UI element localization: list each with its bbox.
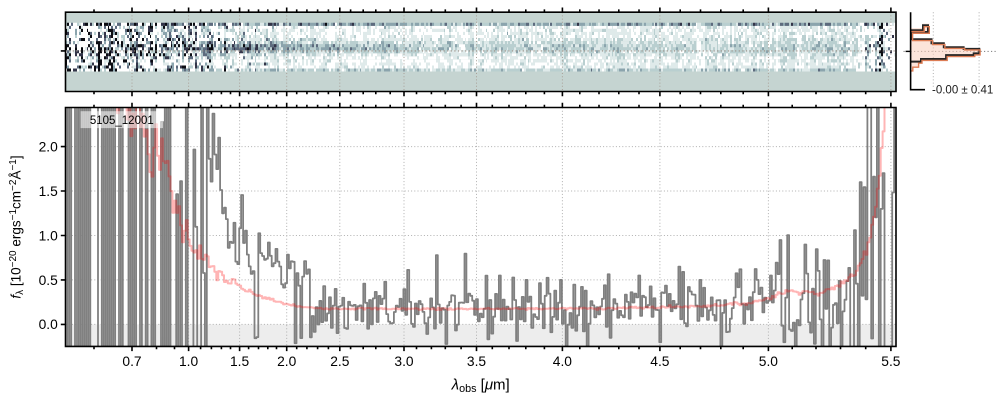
svg-text:λobs [μm]: λobs [μm] [451, 376, 510, 395]
svg-text:4.0: 4.0 [553, 354, 573, 369]
svg-text:1.5: 1.5 [39, 184, 59, 199]
svg-text:-0.00 ± 0.41: -0.00 ± 0.41 [932, 85, 993, 97]
svg-text:1.0: 1.0 [39, 228, 59, 243]
svg-text:5.0: 5.0 [759, 354, 779, 369]
svg-text:0.7: 0.7 [122, 354, 141, 369]
svg-text:2.0: 2.0 [277, 354, 297, 369]
svg-text:fλ [10−20 ergs−1cm−2Å−1]: fλ [10−20 ergs−1cm−2Å−1] [8, 155, 26, 298]
svg-text:1.0: 1.0 [179, 354, 199, 369]
svg-text:2.0: 2.0 [39, 139, 59, 154]
svg-text:0.0: 0.0 [39, 317, 59, 332]
svg-text:1.5: 1.5 [230, 354, 250, 369]
svg-text:2.5: 2.5 [330, 354, 350, 369]
svg-text:5105_12001: 5105_12001 [90, 115, 154, 127]
svg-text:0.5: 0.5 [39, 273, 59, 288]
svg-text:3.5: 3.5 [467, 354, 487, 369]
svg-text:5.5: 5.5 [881, 354, 901, 369]
svg-text:3.0: 3.0 [394, 354, 414, 369]
svg-text:4.5: 4.5 [650, 354, 670, 369]
